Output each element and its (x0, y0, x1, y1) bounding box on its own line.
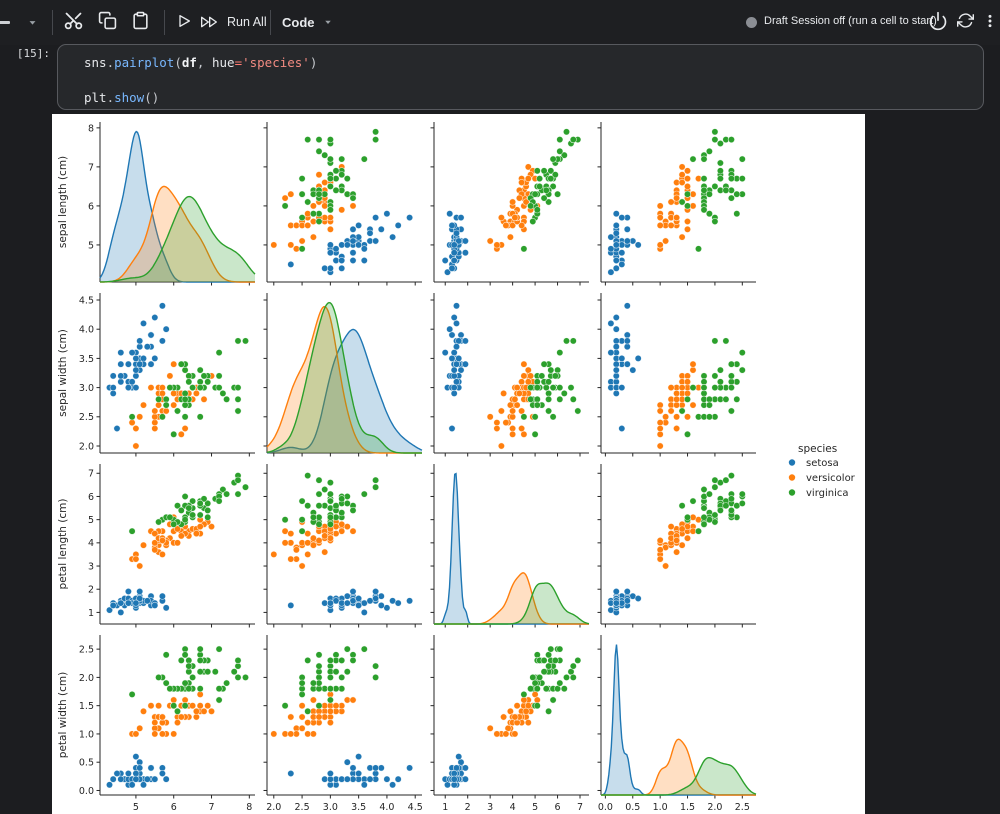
svg-text:1.0: 1.0 (79, 729, 94, 740)
svg-text:4.5: 4.5 (408, 802, 423, 813)
svg-text:1: 1 (442, 802, 448, 813)
svg-text:4.0: 4.0 (379, 802, 394, 813)
svg-text:sepal length (cm): sepal length (cm) (57, 156, 69, 248)
svg-text:2.5: 2.5 (295, 802, 310, 813)
cell-type-label: Code (282, 14, 315, 30)
sync-icon (956, 12, 974, 32)
svg-text:6: 6 (171, 802, 177, 813)
svg-text:7: 7 (209, 802, 215, 813)
clipboard-icon (131, 11, 150, 33)
cell-menu-button[interactable] (20, 8, 44, 36)
svg-text:6: 6 (555, 802, 561, 813)
svg-text:versicolor: versicolor (806, 473, 856, 484)
paste-cell-button[interactable] (126, 8, 154, 36)
svg-text:5: 5 (88, 515, 94, 526)
chevron-down-icon (26, 16, 39, 29)
run-cell-button[interactable] (170, 8, 198, 36)
svg-text:0.0: 0.0 (79, 786, 94, 797)
run-all-button[interactable]: Run All (198, 8, 267, 36)
svg-text:5: 5 (133, 802, 139, 813)
svg-text:4.5: 4.5 (79, 295, 94, 306)
kebab-menu-icon (982, 12, 998, 33)
cell-type-dropdown[interactable]: Code (282, 8, 334, 36)
toolbar-divider (270, 10, 271, 35)
svg-text:2.0: 2.0 (79, 441, 94, 452)
svg-text:6: 6 (88, 201, 94, 212)
cut-cell-button[interactable] (59, 8, 87, 36)
code-text: sns.pairplot(df, hue='species') plt.show… (84, 55, 318, 105)
svg-text:1: 1 (88, 608, 94, 619)
svg-text:2: 2 (88, 585, 94, 596)
svg-text:6: 6 (88, 492, 94, 503)
svg-text:sepal width (cm): sepal width (cm) (57, 329, 69, 417)
svg-text:2.0: 2.0 (707, 802, 722, 813)
fast-forward-icon (198, 14, 220, 30)
session-power-button[interactable] (924, 8, 952, 36)
svg-text:petal width (cm): petal width (cm) (57, 672, 69, 758)
run-all-label: Run All (227, 15, 267, 29)
svg-text:3: 3 (487, 802, 493, 813)
svg-text:3.5: 3.5 (79, 354, 94, 365)
dash-icon (0, 21, 10, 24)
svg-text:5: 5 (88, 240, 94, 251)
pairplot-chart: 5 6 7 8 sepal length (cm) 2.0 2.5 3.0 3.5 4.0 4.5 s… (57, 122, 856, 813)
session-status-text: Draft Session off (run a cell to start) (764, 15, 937, 27)
svg-text:2.5: 2.5 (735, 802, 750, 813)
copy-cell-button[interactable] (93, 8, 121, 36)
svg-text:4: 4 (88, 538, 94, 549)
session-restart-button[interactable] (951, 8, 979, 36)
svg-text:3.5: 3.5 (351, 802, 366, 813)
svg-text:0.5: 0.5 (625, 802, 640, 813)
notebook-toolbar: Run All Code Draft Session off (run a ce… (0, 0, 1000, 45)
svg-text:0.0: 0.0 (598, 802, 613, 813)
svg-text:3.0: 3.0 (323, 802, 338, 813)
play-icon (176, 13, 192, 32)
svg-text:7: 7 (88, 162, 94, 173)
svg-text:4.0: 4.0 (79, 325, 94, 336)
more-options-button[interactable] (979, 8, 1000, 36)
svg-text:2.0: 2.0 (266, 802, 281, 813)
svg-text:8: 8 (246, 802, 252, 813)
toolbar-divider (164, 10, 165, 35)
toolbar-divider (52, 10, 53, 35)
chevron-down-icon (322, 16, 334, 28)
svg-text:0.5: 0.5 (79, 758, 94, 769)
svg-text:petal length (cm): petal length (cm) (57, 499, 69, 590)
svg-text:virginica: virginica (806, 488, 849, 499)
svg-text:4: 4 (510, 802, 516, 813)
cell-output-figure: 5 6 7 8 sepal length (cm) 2.0 2.5 3.0 3.5 4.0 4.5 s… (52, 114, 865, 814)
svg-text:5: 5 (532, 802, 538, 813)
power-icon (928, 11, 948, 34)
svg-text:1.5: 1.5 (680, 802, 695, 813)
svg-text:setosa: setosa (806, 458, 839, 469)
copy-icon (98, 11, 117, 33)
svg-text:3: 3 (88, 561, 94, 572)
svg-text:2.0: 2.0 (79, 673, 94, 684)
svg-text:2.5: 2.5 (79, 645, 94, 656)
svg-text:3.0: 3.0 (79, 383, 94, 394)
svg-text:7: 7 (88, 469, 94, 480)
svg-text:7: 7 (577, 802, 583, 813)
svg-text:8: 8 (88, 123, 94, 134)
scissors-icon (63, 10, 84, 34)
svg-text:species: species (798, 443, 837, 455)
code-cell-editor[interactable]: sns.pairplot(df, hue='species') plt.show… (57, 44, 984, 110)
svg-text:2.5: 2.5 (79, 412, 94, 423)
svg-text:1.0: 1.0 (653, 802, 668, 813)
svg-text:1.5: 1.5 (79, 701, 94, 712)
cell-execution-count: [15]: (16, 47, 50, 60)
svg-text:2: 2 (465, 802, 471, 813)
session-status-dot-icon (746, 17, 757, 28)
